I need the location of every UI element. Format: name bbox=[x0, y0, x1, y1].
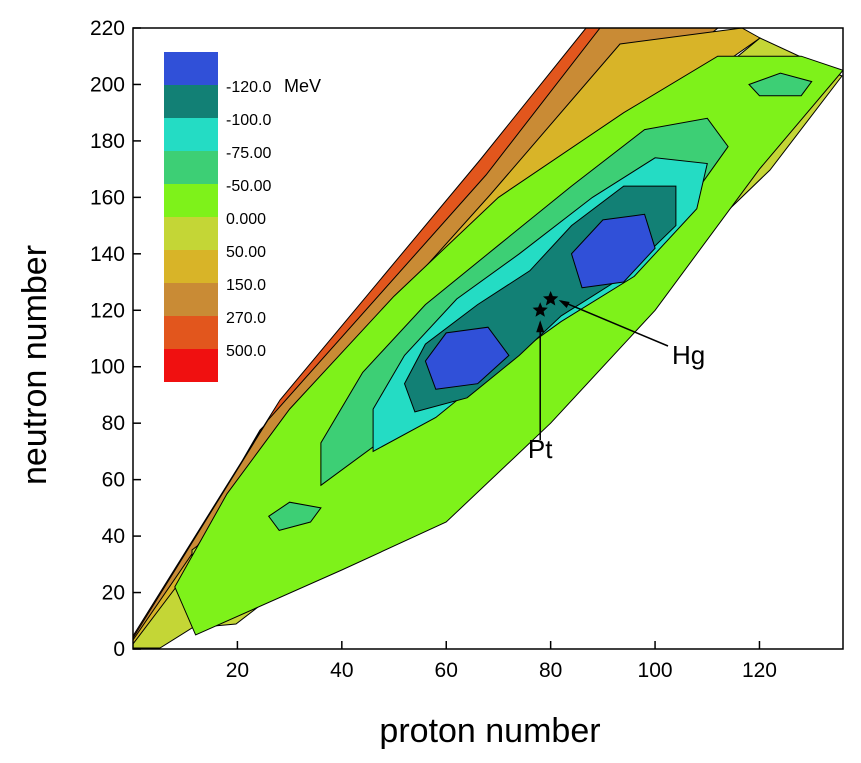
markers: Pt Hg bbox=[528, 291, 705, 464]
y-tick-label: 20 bbox=[102, 582, 125, 605]
y-tick-label: 120 bbox=[90, 299, 125, 322]
x-axis-title: proton number bbox=[379, 712, 600, 750]
x-tick-label: 80 bbox=[539, 659, 562, 682]
legend-swatch bbox=[164, 52, 218, 85]
y-tick-label: 220 bbox=[90, 17, 125, 40]
legend-swatch bbox=[164, 283, 218, 316]
legend-label: 500.0 bbox=[226, 343, 266, 360]
contour-region-6 bbox=[267, 501, 322, 531]
legend-swatch bbox=[164, 217, 218, 250]
contour-region-4 bbox=[424, 326, 510, 390]
hg-arrow bbox=[560, 300, 669, 347]
y-tick-label: 160 bbox=[90, 186, 125, 209]
legend-unit: MeV bbox=[284, 76, 321, 96]
y-tick-label: 60 bbox=[102, 469, 125, 492]
legend-label: 50.00 bbox=[226, 244, 266, 261]
y-axis-ticks: 0 20 40 60 80 100 120 140 160 180 200 220 bbox=[90, 17, 141, 661]
legend-label: 0.000 bbox=[226, 211, 266, 228]
legend-swatch bbox=[164, 85, 218, 118]
legend-label: -50.00 bbox=[226, 178, 271, 195]
y-tick-label: 180 bbox=[90, 130, 125, 153]
x-tick-label: 120 bbox=[742, 659, 777, 682]
legend-label: 270.0 bbox=[226, 310, 266, 327]
legend-swatch bbox=[164, 250, 218, 283]
hg-arrowhead bbox=[558, 299, 570, 308]
x-tick-label: 100 bbox=[638, 659, 673, 682]
y-tick-label: 140 bbox=[90, 243, 125, 266]
legend-label: 150.0 bbox=[226, 277, 266, 294]
plot-frame bbox=[132, 27, 844, 650]
y-axis-title: neutron number bbox=[16, 245, 54, 485]
legend-swatch bbox=[164, 151, 218, 184]
marker-star-pt bbox=[532, 302, 548, 317]
y-tick-label: 40 bbox=[102, 525, 125, 548]
x-tick-label: 60 bbox=[435, 659, 458, 682]
y-tick-label: 0 bbox=[113, 638, 125, 661]
legend-swatch bbox=[164, 184, 218, 217]
pt-arrowhead bbox=[536, 320, 545, 333]
legend-swatch bbox=[164, 316, 218, 349]
legend-label: -100.0 bbox=[226, 112, 271, 129]
x-tick-label: 40 bbox=[330, 659, 353, 682]
x-tick-label: 20 bbox=[226, 659, 249, 682]
y-tick-label: 200 bbox=[90, 73, 125, 96]
legend: -120.0 -100.0 -75.00 -50.00 0.000 50.00 150.0 2… bbox=[164, 52, 321, 382]
contour-regions bbox=[174, 55, 843, 636]
legend-swatch bbox=[164, 349, 218, 382]
contour-region-5 bbox=[570, 213, 656, 289]
legend-swatch bbox=[164, 118, 218, 151]
legend-label: -120.0 bbox=[226, 79, 271, 96]
contour-region-7 bbox=[748, 72, 813, 97]
legend-label: -75.00 bbox=[226, 145, 271, 162]
annotation-hg: Hg bbox=[672, 340, 705, 370]
marker-star-hg bbox=[543, 291, 559, 306]
y-tick-label: 100 bbox=[90, 356, 125, 379]
x-axis-ticks: 20 40 60 80 100 120 bbox=[226, 641, 777, 682]
y-tick-label: 80 bbox=[102, 412, 125, 435]
annotation-pt: Pt bbox=[528, 434, 553, 464]
